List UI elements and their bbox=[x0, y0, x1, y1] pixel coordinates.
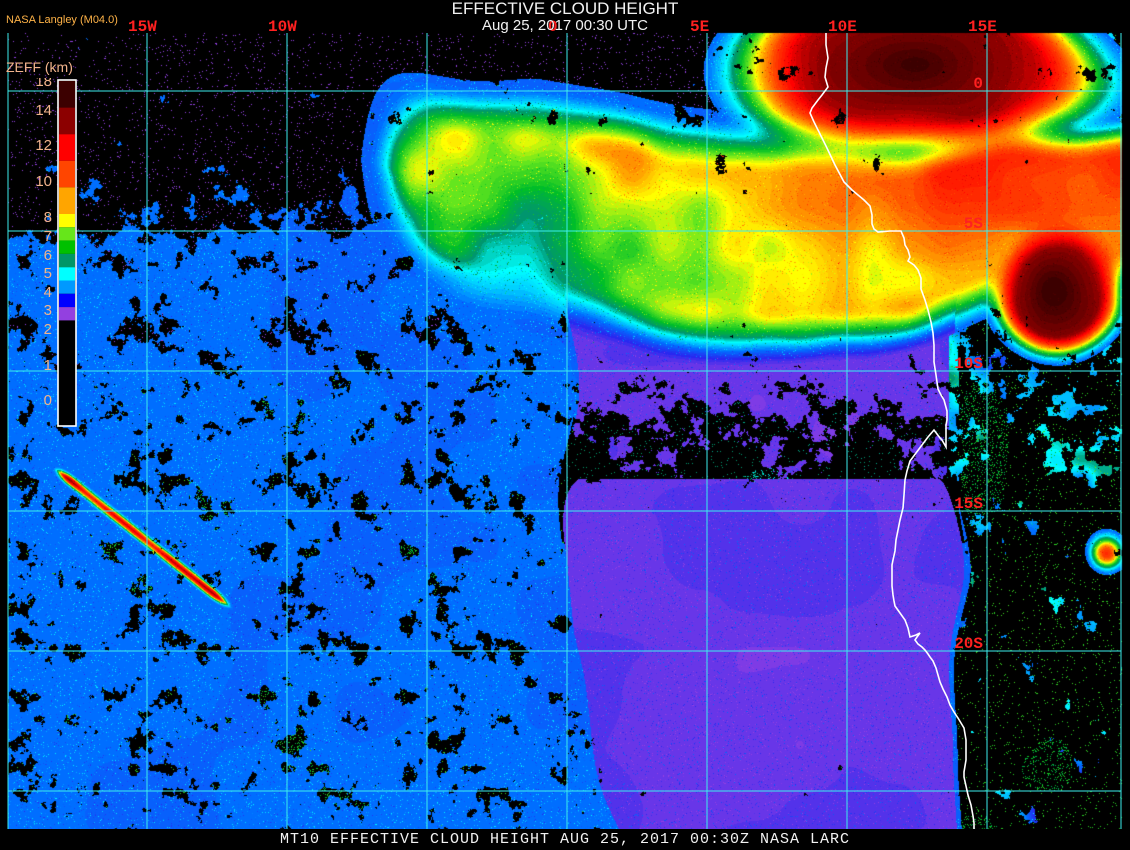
svg-text:3: 3 bbox=[44, 302, 52, 319]
svg-text:4: 4 bbox=[44, 284, 52, 301]
svg-text:10S: 10S bbox=[954, 355, 983, 373]
svg-text:6: 6 bbox=[44, 247, 52, 264]
svg-text:14: 14 bbox=[35, 102, 52, 119]
svg-text:5: 5 bbox=[44, 265, 52, 282]
svg-text:7: 7 bbox=[44, 228, 52, 245]
svg-text:10: 10 bbox=[35, 173, 52, 190]
svg-text:8: 8 bbox=[44, 209, 52, 226]
svg-text:1: 1 bbox=[44, 357, 52, 374]
svg-text:0: 0 bbox=[44, 392, 52, 409]
svg-text:20S: 20S bbox=[954, 635, 983, 653]
svg-text:18: 18 bbox=[35, 78, 52, 90]
svg-text:5S: 5S bbox=[964, 215, 984, 233]
svg-text:12: 12 bbox=[35, 137, 52, 154]
svg-text:15S: 15S bbox=[954, 495, 983, 513]
svg-text:0: 0 bbox=[973, 75, 983, 93]
svg-text:2: 2 bbox=[44, 321, 52, 338]
